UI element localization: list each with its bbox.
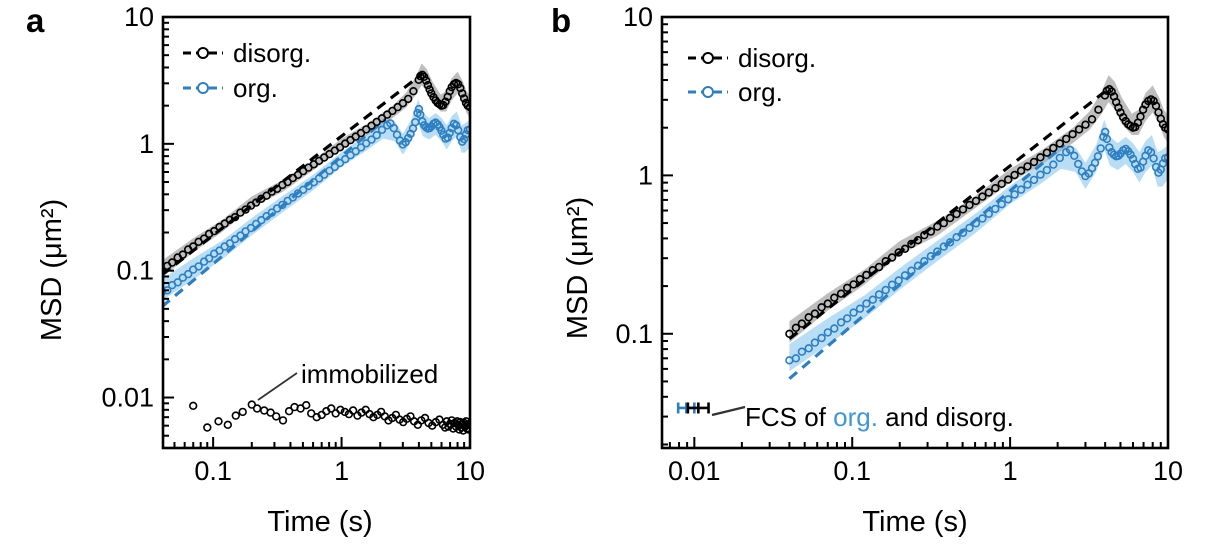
y-tick-label: 1 <box>638 160 653 190</box>
y-tick-label: 10 <box>623 2 653 32</box>
y-tick-label: 0.1 <box>116 256 154 286</box>
x-tick-label: 0.1 <box>833 456 871 486</box>
series-org-points <box>163 104 470 296</box>
disorg-dash-circle-marker-icon <box>183 47 223 59</box>
panel-b-letter: b <box>551 2 572 39</box>
legend-b-disorg-label: disorg. <box>738 43 817 73</box>
series-org-points <box>785 127 1168 365</box>
tick-labels-a: 0.1 1 10 10 1 0.1 0.01 <box>101 2 485 486</box>
immobilized-annotation: immobilized <box>301 359 439 389</box>
plot-frame-b <box>660 15 1170 450</box>
panel-b-plot: 0.01 0.1 1 10 10 1 0.1 <box>615 2 1183 486</box>
series-disorg-band <box>789 75 1168 343</box>
x-tick-label: 10 <box>1153 456 1183 486</box>
series-org-fit <box>163 118 387 308</box>
x-tick-label: 1 <box>334 456 349 486</box>
legend-a-item-org: org. <box>181 73 278 103</box>
fcs-annotation-org: org. <box>833 402 878 432</box>
series-disorg-points <box>163 70 470 275</box>
fcs-annotation-post: and disorg. <box>877 402 1014 432</box>
panel-a-letter: a <box>26 2 45 39</box>
tick-labels-b: 0.01 0.1 1 10 10 1 0.1 <box>615 2 1183 486</box>
x-tick-label: 0.1 <box>194 456 232 486</box>
series-org-band <box>789 119 1168 372</box>
series-disorg-band <box>163 63 470 277</box>
y-axis-label-b: MSD (μm²) <box>562 196 594 340</box>
y-tick-label: 0.1 <box>615 319 653 349</box>
fcs-annotation: FCS of org. and disorg. <box>745 402 1014 432</box>
disorg-dash-circle-marker-icon <box>688 52 728 64</box>
org-dash-circle-marker-icon <box>183 82 223 94</box>
y-tick-label: 10 <box>124 2 154 32</box>
legend-a-item-disorg: disorg. <box>181 38 311 68</box>
legend-b-item-disorg: disorg. <box>686 43 816 73</box>
legend-b-org-label: org. <box>738 77 783 107</box>
fcs-annotation-pre: FCS of <box>745 402 834 432</box>
x-axis-label-a: Time (s) <box>267 506 373 538</box>
immobilized-leader-line <box>257 372 298 401</box>
x-tick-label: 10 <box>455 456 485 486</box>
axis-ticks-a <box>163 16 471 449</box>
series-org-fit <box>788 143 1066 380</box>
series-org-band <box>163 99 470 301</box>
series-disorg-points <box>785 84 1168 338</box>
panel-a-plot: 0.1 1 10 10 1 0.1 0.01 <box>101 2 485 486</box>
x-tick-label: 1 <box>1003 456 1018 486</box>
x-axis-label-b: Time (s) <box>862 506 968 538</box>
axis-ticks-b <box>662 16 1169 448</box>
legend-a-org-label: org. <box>233 73 278 103</box>
y-tick-label: 1 <box>139 129 154 159</box>
x-tick-label: 0.01 <box>668 456 721 486</box>
series-immobilized-points <box>189 400 470 435</box>
y-axis-label-a: MSD (μm²) <box>36 198 68 342</box>
y-tick-label: 0.01 <box>101 383 154 413</box>
legend-b-item-org: org. <box>686 77 783 107</box>
fcs-leader-line <box>711 405 746 417</box>
fcs-errorbar-black <box>686 402 710 414</box>
org-dash-circle-marker-icon <box>688 86 728 98</box>
legend-a-disorg-label: disorg. <box>233 38 312 68</box>
